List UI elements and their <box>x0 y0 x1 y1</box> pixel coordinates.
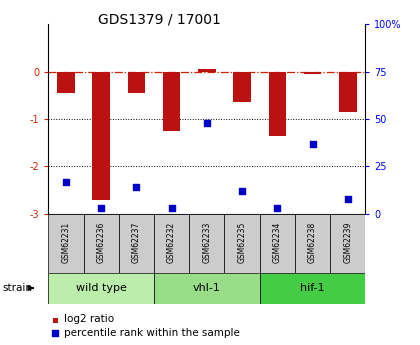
Bar <box>57 71 75 93</box>
Bar <box>154 273 260 304</box>
Bar <box>48 273 154 304</box>
Bar <box>84 214 119 273</box>
Text: GSM62235: GSM62235 <box>238 221 247 263</box>
Text: GSM62233: GSM62233 <box>202 221 211 263</box>
Bar <box>163 71 181 131</box>
Point <box>203 120 210 126</box>
Text: wild type: wild type <box>76 283 126 293</box>
Point <box>309 141 316 146</box>
Text: log2 ratio: log2 ratio <box>64 314 114 324</box>
Bar <box>224 214 260 273</box>
Bar <box>154 214 189 273</box>
Point <box>52 330 58 336</box>
Bar <box>198 69 215 71</box>
Text: percentile rank within the sample: percentile rank within the sample <box>64 328 240 338</box>
Bar <box>128 71 145 93</box>
Text: GSM62237: GSM62237 <box>132 221 141 263</box>
Text: hif-1: hif-1 <box>300 283 325 293</box>
Text: GSM62231: GSM62231 <box>61 221 71 263</box>
Bar <box>260 214 295 273</box>
Text: GSM62232: GSM62232 <box>167 221 176 263</box>
Text: vhl-1: vhl-1 <box>193 283 221 293</box>
Point <box>133 185 140 190</box>
Text: GDS1379 / 17001: GDS1379 / 17001 <box>98 12 221 26</box>
Bar <box>92 71 110 200</box>
Bar <box>268 71 286 136</box>
Bar <box>119 214 154 273</box>
Bar <box>295 214 330 273</box>
Bar <box>189 214 224 273</box>
Text: strain: strain <box>2 283 32 293</box>
Bar <box>339 71 357 112</box>
Bar <box>304 71 321 74</box>
Bar <box>233 71 251 102</box>
Text: GSM62239: GSM62239 <box>343 221 352 263</box>
Text: GSM62236: GSM62236 <box>97 221 106 263</box>
Text: GSM62234: GSM62234 <box>273 221 282 263</box>
Point <box>274 206 281 211</box>
Point <box>63 179 69 184</box>
Point <box>344 196 351 201</box>
Bar <box>260 273 365 304</box>
Bar <box>48 214 84 273</box>
Bar <box>52 317 58 323</box>
Point <box>98 206 105 211</box>
Bar <box>330 214 365 273</box>
Point <box>239 188 245 194</box>
Text: GSM62238: GSM62238 <box>308 221 317 263</box>
Point <box>168 206 175 211</box>
